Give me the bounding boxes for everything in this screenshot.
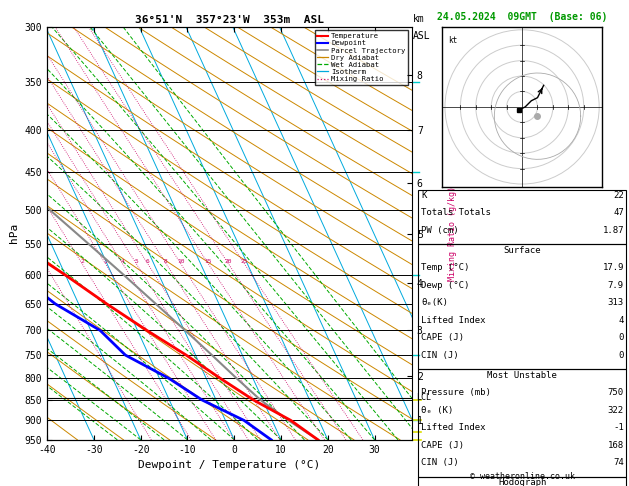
Text: θₑ (K): θₑ (K) — [421, 406, 454, 415]
Text: 0: 0 — [618, 351, 624, 360]
Text: LCL: LCL — [416, 393, 431, 402]
Text: 4: 4 — [121, 259, 125, 263]
Text: 8: 8 — [164, 259, 168, 263]
Text: 5: 5 — [134, 259, 138, 263]
Text: 17.9: 17.9 — [603, 263, 624, 273]
Text: km: km — [413, 14, 425, 24]
Text: 24.05.2024  09GMT  (Base: 06): 24.05.2024 09GMT (Base: 06) — [437, 12, 607, 22]
Text: Surface: Surface — [503, 246, 541, 255]
Text: 47: 47 — [613, 208, 624, 218]
Text: 3: 3 — [103, 259, 107, 263]
Text: -1: -1 — [613, 423, 624, 433]
Text: θₑ(K): θₑ(K) — [421, 298, 448, 308]
Text: 7.9: 7.9 — [608, 281, 624, 290]
Text: Dewp (°C): Dewp (°C) — [421, 281, 470, 290]
Text: Temp (°C): Temp (°C) — [421, 263, 470, 273]
Text: Most Unstable: Most Unstable — [487, 371, 557, 380]
Text: Hodograph: Hodograph — [498, 478, 546, 486]
Text: 4: 4 — [618, 316, 624, 325]
Text: 15: 15 — [204, 259, 212, 263]
Text: PW (cm): PW (cm) — [421, 226, 459, 235]
Text: Lifted Index: Lifted Index — [421, 316, 486, 325]
Text: 168: 168 — [608, 441, 624, 450]
Text: Pressure (mb): Pressure (mb) — [421, 388, 491, 398]
Text: ASL: ASL — [413, 31, 431, 41]
Text: 20: 20 — [225, 259, 232, 263]
Text: 1.87: 1.87 — [603, 226, 624, 235]
Legend: Temperature, Dewpoint, Parcel Trajectory, Dry Adiabat, Wet Adiabat, Isotherm, Mi: Temperature, Dewpoint, Parcel Trajectory… — [314, 30, 408, 85]
Text: CAPE (J): CAPE (J) — [421, 441, 464, 450]
X-axis label: Dewpoint / Temperature (°C): Dewpoint / Temperature (°C) — [138, 460, 321, 470]
Text: 322: 322 — [608, 406, 624, 415]
Text: 750: 750 — [608, 388, 624, 398]
Text: 10: 10 — [177, 259, 184, 263]
Text: 6: 6 — [146, 259, 150, 263]
Text: CAPE (J): CAPE (J) — [421, 333, 464, 343]
Text: 313: 313 — [608, 298, 624, 308]
Text: 2: 2 — [80, 259, 84, 263]
Text: Lifted Index: Lifted Index — [421, 423, 486, 433]
Text: Totals Totals: Totals Totals — [421, 208, 491, 218]
Text: 25: 25 — [240, 259, 248, 263]
Text: Mixing Ratio (g/kg): Mixing Ratio (g/kg) — [448, 186, 457, 281]
Text: CIN (J): CIN (J) — [421, 458, 459, 468]
Text: 0: 0 — [618, 333, 624, 343]
Text: CIN (J): CIN (J) — [421, 351, 459, 360]
Title: 36°51'N  357°23'W  353m  ASL: 36°51'N 357°23'W 353m ASL — [135, 15, 324, 25]
Text: © weatheronline.co.uk: © weatheronline.co.uk — [470, 472, 574, 481]
Text: K: K — [421, 191, 427, 200]
Text: 74: 74 — [613, 458, 624, 468]
Y-axis label: hPa: hPa — [9, 223, 19, 243]
Text: 22: 22 — [613, 191, 624, 200]
Text: kt: kt — [448, 36, 457, 45]
